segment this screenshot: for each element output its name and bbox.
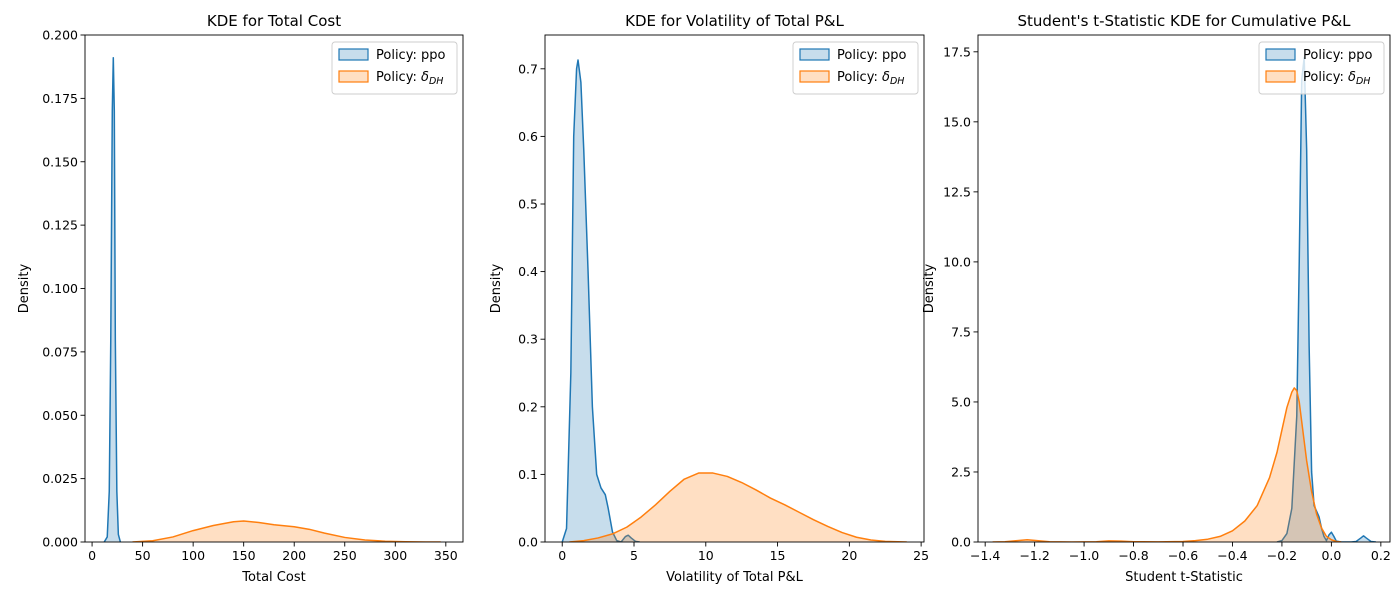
axes-frame	[544, 34, 925, 543]
y-tick-label: 0.3	[518, 332, 538, 347]
chart-panel-1: 0 50 100 150 200 250 300 350 0.000 0.025 0.050 0.07…	[17, 12, 464, 585]
x-axis-label: Total Cost	[241, 570, 305, 585]
chart-panel-3: −1.4 −1.2 −1.0 −0.8 −0.6 −0.4 −0.2 0.0 0.2 0.0 2.5…	[922, 12, 1391, 585]
y-tick-label: 0.100	[42, 281, 78, 296]
x-tick-label: −0.8	[1118, 548, 1148, 563]
legend-swatch	[1265, 48, 1296, 61]
x-tick-label: −0.2	[1267, 548, 1297, 563]
y-tick-label: 0.125	[42, 218, 78, 233]
legend-swatch	[799, 48, 830, 61]
legend-label: Policy: δDH	[837, 70, 904, 87]
x-tick-label: 10	[698, 548, 714, 563]
x-tick-label: 0	[88, 548, 96, 563]
y-tick-label: 7.5	[951, 324, 971, 339]
legend-label: Policy: ppo	[376, 48, 445, 63]
x-axis-label: Student t-Statistic	[1125, 570, 1243, 585]
legend-box	[792, 41, 919, 95]
y-tick-label: 12.5	[943, 184, 971, 199]
axes-frame	[977, 34, 1391, 543]
kde-line-series-2	[132, 520, 441, 542]
y-tick-label: 5.0	[951, 394, 971, 409]
y-tick-label: 0.0	[951, 535, 971, 550]
y-axis-label: Density	[922, 263, 937, 313]
x-tick-label: 0.2	[1371, 548, 1391, 563]
kde-line-series-1	[561, 59, 640, 542]
y-tick-label: 0.6	[518, 129, 538, 144]
x-tick-label: 200	[282, 548, 306, 563]
legend: Policy: ppo Policy: δDH	[792, 41, 919, 95]
x-tick-label: 50	[135, 548, 151, 563]
x-tick-label: 0	[558, 548, 566, 563]
y-tick-label: 2.5	[951, 464, 971, 479]
x-tick-label: −1.0	[1069, 548, 1099, 563]
y-tick-label: 0.025	[42, 471, 78, 486]
legend-swatch	[1265, 70, 1296, 83]
x-tick-label: 15	[770, 548, 786, 563]
kde-fill-series-1	[562, 60, 640, 542]
y-tick-label: 0.4	[518, 264, 538, 279]
kde-fill-series-2	[992, 387, 1342, 542]
kde-fill-series-1	[104, 57, 121, 542]
legend-label: Policy: ppo	[837, 48, 906, 63]
x-tick-label: 0.0	[1321, 548, 1341, 563]
y-axis-label: Density	[489, 263, 504, 313]
y-tick-label: 0.200	[42, 28, 78, 43]
x-tick-label: 150	[232, 548, 256, 563]
chart-title: KDE for Total Cost	[207, 12, 341, 30]
y-tick-label: 0.075	[42, 344, 78, 359]
x-axis-label: Volatility of Total P&L	[666, 570, 803, 585]
kde-line-series-1	[103, 57, 122, 542]
x-tick-label: 300	[383, 548, 407, 563]
legend-swatch	[338, 70, 369, 83]
x-tick-label: 25	[913, 548, 929, 563]
y-tick-label: 0.1	[518, 467, 538, 482]
legend-label: Policy: δDH	[376, 70, 443, 87]
kde-line-series-2	[569, 472, 907, 542]
legend-label: Policy: ppo	[1303, 48, 1372, 63]
x-tick-label: 20	[841, 548, 857, 563]
x-tick-label: 250	[333, 548, 357, 563]
x-tick-label: 350	[434, 548, 458, 563]
x-tick-label: −0.6	[1168, 548, 1198, 563]
legend: Policy: ppo Policy: δDH	[331, 41, 458, 95]
x-tick-label: −1.4	[970, 548, 1000, 563]
y-tick-label: 17.5	[943, 44, 971, 59]
y-tick-label: 0.175	[42, 91, 78, 106]
kde-fill-series-2	[132, 520, 441, 542]
y-tick-label: 0.2	[518, 399, 538, 414]
x-tick-label: 5	[630, 548, 638, 563]
x-tick-label: −0.4	[1217, 548, 1247, 563]
y-tick-label: 0.7	[518, 61, 538, 76]
chart-panel-2: 0 5 10 15 20 25 0.0 0.1 0.2 0.3 0.4 0.5 0.6 0.7 KDE fo…	[489, 12, 929, 585]
legend-swatch	[338, 48, 369, 61]
y-tick-label: 0.050	[42, 408, 78, 423]
y-axis-label: Density	[17, 263, 32, 313]
legend: Policy: ppo Policy: δDH	[1258, 41, 1385, 95]
chart-title: Student's t-Statistic KDE for Cumulative…	[1017, 12, 1351, 30]
y-tick-label: 15.0	[943, 114, 971, 129]
y-tick-label: 0.150	[42, 154, 78, 169]
legend-swatch	[799, 70, 830, 83]
y-tick-label: 0.0	[518, 535, 538, 550]
x-tick-label: 100	[181, 548, 205, 563]
chart-title: KDE for Volatility of Total P&L	[625, 12, 844, 30]
y-tick-label: 10.0	[943, 254, 971, 269]
legend-box	[1258, 41, 1385, 95]
x-tick-label: −1.2	[1019, 548, 1049, 563]
axes-frame	[84, 34, 464, 543]
legend-label: Policy: δDH	[1303, 70, 1370, 87]
y-tick-label: 0.5	[518, 197, 538, 212]
y-tick-label: 0.000	[42, 535, 78, 550]
kde-fill-series-2	[569, 473, 907, 542]
legend-box	[331, 41, 458, 95]
